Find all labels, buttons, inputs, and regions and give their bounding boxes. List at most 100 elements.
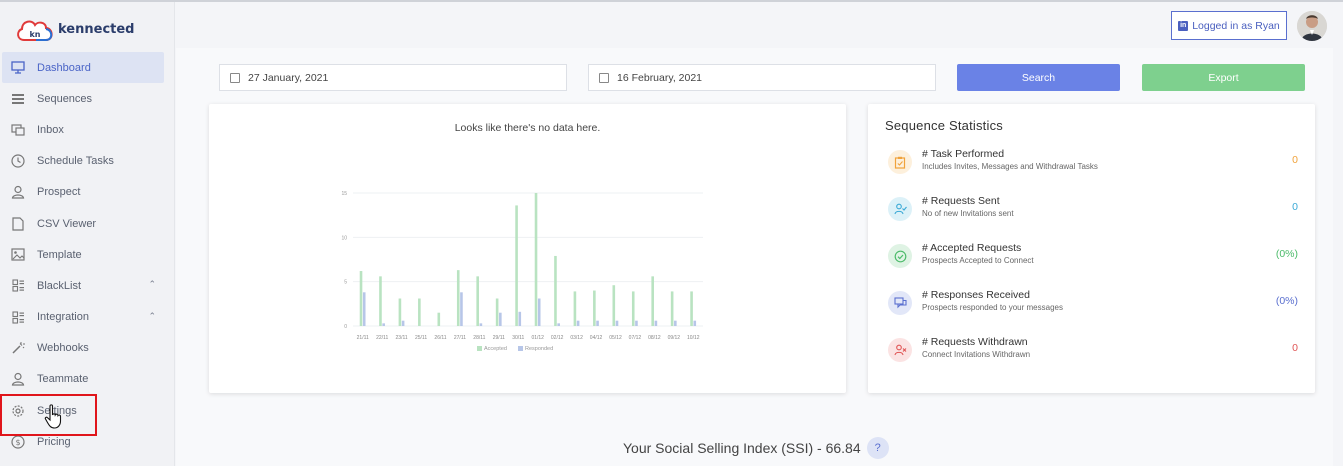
grid-icon xyxy=(10,309,26,325)
clipboard-icon xyxy=(888,150,912,174)
help-icon[interactable]: ? xyxy=(866,437,889,459)
chevron-up-icon[interactable]: ⌃ xyxy=(148,310,156,321)
sidebar-item-label: Settings xyxy=(37,404,77,417)
ssi-label: Your Social Selling Index (SSI) - 66.84 xyxy=(623,440,861,456)
x-tick-label: 07/12 xyxy=(629,335,642,341)
dollar-icon: $ xyxy=(10,434,26,450)
x-tick-label: 27/11 xyxy=(454,335,466,341)
sidebar-item-csv-viewer[interactable]: CSV Viewer xyxy=(2,208,164,239)
sidebar-item-label: Schedule Tasks xyxy=(37,155,114,168)
bar-accepted xyxy=(379,276,382,326)
logo-text: kennected xyxy=(58,21,135,37)
x-tick-label: 29/11 xyxy=(493,335,505,341)
stat-title: # Requests Sent xyxy=(922,195,1000,207)
bar-responded xyxy=(635,320,638,326)
bar-accepted xyxy=(651,276,654,326)
legend-swatch xyxy=(477,346,482,351)
stat-value: 0 xyxy=(1292,201,1298,213)
sidebar-item-settings[interactable]: Settings xyxy=(2,395,164,426)
bar-accepted xyxy=(573,291,577,326)
stats-title: Sequence Statistics xyxy=(885,118,1003,133)
stat-subtitle: Includes Invites, Messages and Withdrawa… xyxy=(922,162,1098,171)
sidebar-item-teammate[interactable]: Teammate xyxy=(2,364,164,395)
avatar[interactable] xyxy=(1297,11,1327,41)
x-tick-label: 26/11 xyxy=(434,335,446,341)
bar-accepted xyxy=(476,276,479,326)
bar-responded xyxy=(362,292,366,326)
stat-subtitle: Prospects Accepted to Connect xyxy=(922,256,1034,265)
gear-icon xyxy=(10,403,26,419)
bar-responded xyxy=(479,323,483,326)
stat-subtitle: Connect Invitations Withdrawn xyxy=(922,350,1031,359)
bar-responded xyxy=(557,323,560,326)
sidebar-item-label: Teammate xyxy=(37,373,89,386)
scrollbar[interactable] xyxy=(1333,48,1343,466)
sidebar-item-blacklist[interactable]: BlackList ⌃ xyxy=(2,270,164,301)
chevron-up-icon[interactable]: ⌃ xyxy=(148,279,156,290)
bar-responded xyxy=(382,323,385,326)
top-header xyxy=(176,2,1343,48)
sidebar-item-inbox[interactable]: Inbox xyxy=(2,114,164,145)
end-date-field[interactable]: 16 February, 2021 xyxy=(588,64,936,91)
bar-accepted xyxy=(437,312,441,326)
chart-card: Looks like there's no data here. 0 5 10 15 2… xyxy=(209,104,846,393)
sidebar-item-template[interactable]: Template xyxy=(2,239,164,270)
x-tick-label: 02/12 xyxy=(551,335,564,341)
monitor-icon xyxy=(10,60,26,76)
bar-accepted xyxy=(515,205,518,326)
sidebar-item-integration[interactable]: Integration ⌃ xyxy=(2,302,164,333)
y-tick-label: 5 xyxy=(344,280,347,286)
bar-responded xyxy=(518,311,522,326)
sidebar-item-webhooks[interactable]: Webhooks xyxy=(2,333,164,364)
bar-accepted xyxy=(593,290,596,326)
logo[interactable]: kn kennected xyxy=(14,12,134,46)
x-tick-label: 05/12 xyxy=(609,335,622,341)
sidebar-item-label: Integration xyxy=(37,311,89,324)
bar-responded xyxy=(401,320,405,326)
calendar-icon xyxy=(599,72,609,83)
y-tick-label: 0 xyxy=(344,324,347,330)
legend-label: Accepted xyxy=(484,346,507,352)
x-tick-label: 25/11 xyxy=(415,335,427,341)
sidebar-item-prospect[interactable]: Prospect xyxy=(2,177,164,208)
bar-accepted xyxy=(418,298,421,326)
inbox-icon xyxy=(10,122,26,138)
stat-subtitle: Prospects responded to your messages xyxy=(922,303,1063,312)
sidebar-item-sequences[interactable]: Sequences xyxy=(2,83,164,114)
stat-title: # Responses Received xyxy=(922,289,1030,301)
logged-in-button[interactable]: in Logged in as Ryan xyxy=(1171,11,1287,40)
bar-responded xyxy=(654,320,658,326)
stat-title: # Task Performed xyxy=(922,148,1005,160)
sidebar-item-pricing[interactable]: $ Pricing xyxy=(2,426,164,457)
search-button[interactable]: Search xyxy=(957,64,1120,91)
bar-responded xyxy=(674,320,677,326)
user-check-icon xyxy=(888,197,912,221)
bar-responded xyxy=(615,320,619,326)
bar-accepted xyxy=(495,298,499,326)
y-tick-label: 10 xyxy=(341,235,347,241)
sidebar-item-label: Sequences xyxy=(37,92,93,105)
sidebar-item-label: Dashboard xyxy=(37,61,91,74)
start-date-field[interactable]: 27 January, 2021 xyxy=(219,64,567,91)
sidebar-item-label: Template xyxy=(37,248,82,261)
x-tick-label: 03/12 xyxy=(570,335,583,341)
export-button[interactable]: Export xyxy=(1142,64,1305,91)
x-tick-label: 09/12 xyxy=(668,335,681,341)
bar-accepted xyxy=(612,285,616,326)
stat-title: # Requests Withdrawn xyxy=(922,336,1028,348)
user-x-icon xyxy=(888,338,912,362)
stat-value: 0 xyxy=(1292,342,1298,354)
calendar-icon xyxy=(230,72,240,83)
sidebar-nav: Dashboard Sequences Inbox Schedule Tasks… xyxy=(2,52,164,457)
sidebar-item-dashboard[interactable]: Dashboard xyxy=(2,52,164,84)
bar-responded xyxy=(499,312,502,326)
legend-swatch xyxy=(518,346,523,351)
template-icon xyxy=(10,247,26,263)
user-icon xyxy=(10,184,26,200)
bar-accepted xyxy=(359,271,363,326)
sidebar-item-schedule-tasks[interactable]: Schedule Tasks xyxy=(2,146,164,177)
file-icon xyxy=(10,216,26,232)
x-tick-label: 22/11 xyxy=(376,335,388,341)
settings-highlight-box xyxy=(0,394,97,436)
stat-value: (0%) xyxy=(1275,295,1298,307)
